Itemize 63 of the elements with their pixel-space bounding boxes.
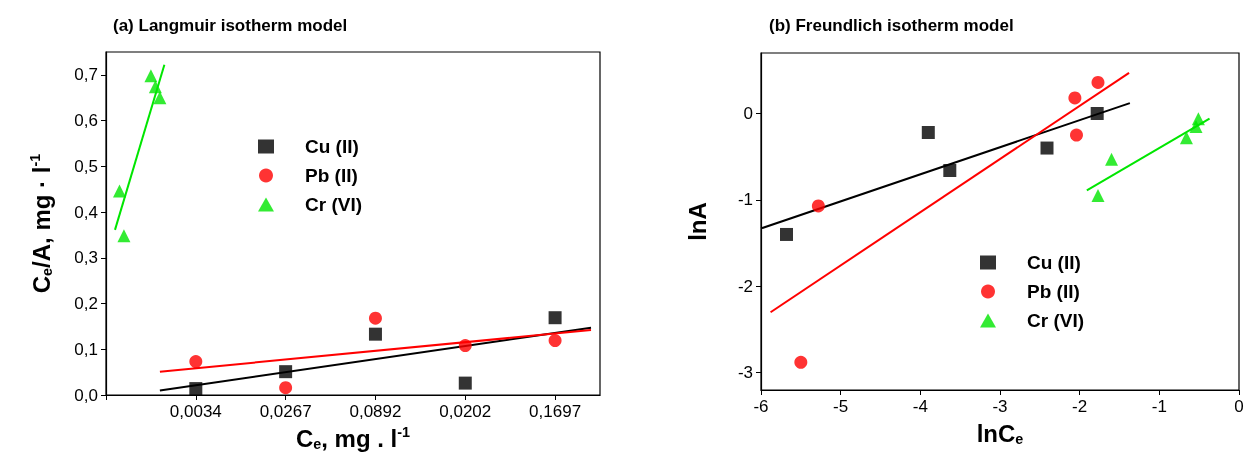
point — [279, 365, 293, 379]
point — [1090, 106, 1104, 120]
point — [1068, 91, 1082, 105]
point — [1040, 141, 1054, 155]
legend-label: Pb (II) — [305, 165, 358, 186]
point — [189, 355, 203, 369]
chart-title: (a) Langmuir isotherm model — [113, 16, 348, 35]
point — [548, 311, 562, 325]
point — [279, 381, 293, 395]
point — [1191, 112, 1205, 126]
y-tick-label: -1 — [737, 190, 753, 210]
point — [148, 80, 162, 94]
point — [779, 227, 793, 241]
x-tick-label: -6 — [753, 397, 769, 416]
x-tick-label: -4 — [912, 397, 928, 416]
legend-label: Cr (VI) — [1027, 310, 1084, 331]
legend-label: Pb (II) — [1027, 281, 1080, 302]
y-tick-label: 0,5 — [74, 156, 98, 176]
x-tick-label: 0,0267 — [259, 402, 312, 421]
point — [458, 376, 472, 390]
legend-label: Cu (II) — [1027, 252, 1081, 273]
point — [1069, 128, 1083, 142]
y-axis-title: Ce/A, mg · l-1 — [27, 153, 55, 294]
x-tick-label: -3 — [992, 397, 1008, 416]
point — [811, 199, 825, 213]
y-tick-label: 0,6 — [74, 111, 98, 131]
x-tick-label: -2 — [1072, 397, 1088, 416]
y-tick-label: 0,3 — [74, 248, 98, 268]
y-tick-label: 0,4 — [74, 202, 98, 222]
y-tick-label: 0,0 — [74, 385, 98, 405]
y-tick-label: -2 — [737, 276, 753, 296]
point — [458, 339, 472, 353]
y-tick-label: 0,7 — [74, 65, 98, 85]
point — [548, 334, 562, 348]
x-tick-label: 0,0202 — [439, 402, 492, 421]
y-tick-label: 0,2 — [74, 294, 98, 314]
x-tick-label: 0,1697 — [529, 402, 582, 421]
point — [144, 69, 158, 83]
chart-title: (b) Freundlich isotherm model — [769, 16, 1014, 35]
legend-label: Cr (VI) — [305, 194, 362, 215]
x-tick-label: 0,0892 — [349, 402, 402, 421]
y-tick-label: -3 — [737, 363, 753, 383]
point — [368, 327, 382, 341]
x-tick-label: 0,0034 — [169, 402, 222, 421]
x-tick-label: -1 — [1151, 397, 1167, 416]
point — [1105, 152, 1119, 166]
point — [921, 126, 935, 139]
x-tick-label: 0 — [1234, 397, 1244, 416]
y-tick-label: 0,1 — [74, 339, 98, 359]
point — [112, 184, 126, 198]
point — [1091, 189, 1105, 203]
point — [117, 229, 131, 243]
point — [189, 382, 203, 396]
point — [153, 91, 167, 105]
point — [794, 355, 808, 369]
y-axis-title: lnA — [683, 202, 711, 241]
point — [943, 164, 957, 178]
point — [368, 311, 382, 325]
point — [1091, 75, 1105, 89]
x-tick-label: -5 — [833, 397, 849, 416]
point — [1179, 131, 1193, 145]
legend-label: Cu (II) — [305, 136, 359, 157]
y-tick-label: 0 — [743, 103, 753, 123]
